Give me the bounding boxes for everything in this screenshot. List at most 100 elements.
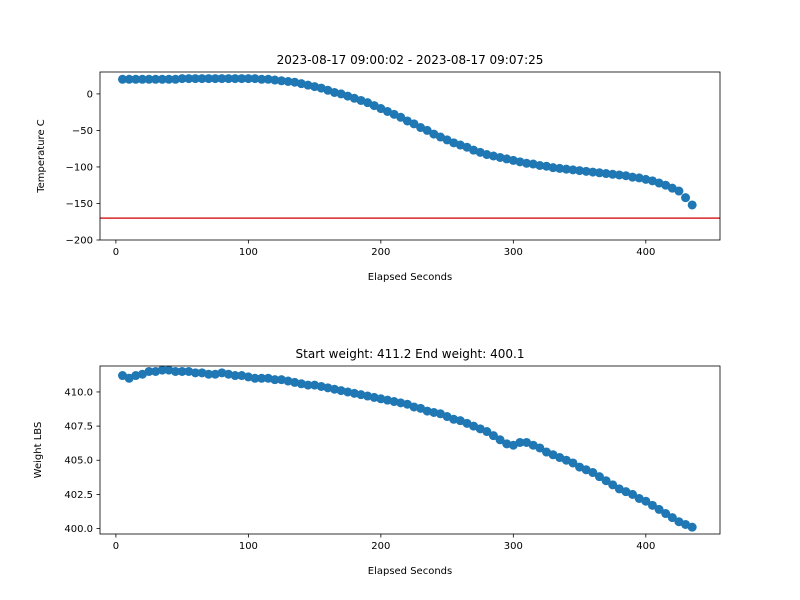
weight-data-point bbox=[641, 496, 651, 506]
temperature-y-tick-label: −100 bbox=[66, 162, 93, 173]
temperature-data-point bbox=[118, 74, 128, 84]
temperature-data-point bbox=[522, 158, 532, 168]
temperature-data-point bbox=[177, 74, 187, 84]
temperature-data-point bbox=[628, 172, 638, 182]
weight-x-axis-label: Elapsed Seconds bbox=[368, 566, 452, 577]
temperature-data-point bbox=[197, 74, 207, 84]
weight-plot-area: 0 100 200 300 400 400.0 402.5 405.0 407.5 410.0 bbox=[64, 365, 721, 552]
temperature-data-point bbox=[601, 169, 611, 179]
weight-data-point bbox=[647, 500, 657, 510]
temperature-data-point bbox=[257, 74, 267, 84]
temperature-y-tick-label: −50 bbox=[72, 126, 93, 137]
temperature-data-point bbox=[535, 160, 545, 170]
temperature-data-point bbox=[575, 166, 585, 176]
temperature-data-point bbox=[210, 74, 220, 84]
weight-data-point bbox=[608, 480, 618, 490]
weight-data-point bbox=[594, 472, 604, 482]
temperature-data-point bbox=[263, 74, 273, 84]
temperature-x-tick-label: 300 bbox=[504, 247, 523, 258]
weight-data-point bbox=[303, 380, 313, 390]
weight-data-point bbox=[495, 435, 505, 445]
weight-chart-title: Start weight: 411.2 End weight: 400.1 bbox=[296, 347, 525, 361]
temperature-chart: 2023-08-17 09:00:02 - 2023-08-17 09:07:2… bbox=[36, 53, 721, 283]
weight-data-point bbox=[515, 437, 525, 447]
temperature-data-point bbox=[594, 168, 604, 178]
temperature-data-point bbox=[224, 74, 234, 84]
temperature-data-point bbox=[144, 74, 154, 84]
weight-data-point bbox=[601, 476, 611, 486]
weight-x-tick-label: 400 bbox=[636, 541, 655, 552]
weight-data-point bbox=[204, 369, 214, 379]
temperature-x-tick-label: 200 bbox=[371, 247, 390, 258]
weight-data-point bbox=[488, 431, 498, 441]
weight-data-point bbox=[687, 522, 697, 532]
temperature-x-tick-label: 400 bbox=[636, 247, 655, 258]
temperature-data-point bbox=[687, 200, 697, 210]
temperature-data-point bbox=[555, 163, 565, 173]
weight-data-point bbox=[588, 468, 598, 478]
temperature-data-point bbox=[681, 193, 691, 203]
weight-data-point bbox=[257, 373, 267, 383]
weight-y-axis-label: Weight LBS bbox=[33, 422, 44, 479]
temperature-data-point bbox=[548, 163, 558, 173]
temperature-data-point bbox=[614, 170, 624, 180]
temperature-data-point bbox=[184, 74, 194, 84]
weight-x-tick-label: 300 bbox=[504, 541, 523, 552]
temperature-x-tick-label: 0 bbox=[113, 247, 119, 258]
weight-data-point bbox=[144, 366, 154, 376]
weight-data-point bbox=[482, 427, 492, 437]
temperature-data-point bbox=[588, 167, 598, 177]
weight-plot-frame bbox=[99, 365, 721, 535]
weight-y-tick-label: 400.0 bbox=[64, 524, 93, 535]
temperature-data-point bbox=[131, 74, 141, 84]
temperature-y-tick-label: 0 bbox=[87, 89, 93, 100]
weight-chart: Start weight: 411.2 End weight: 400.1 El… bbox=[33, 347, 721, 577]
weight-data-point bbox=[628, 489, 638, 499]
temperature-data-point bbox=[243, 74, 253, 84]
weight-data-point bbox=[667, 513, 677, 523]
temperature-data-point bbox=[674, 186, 684, 196]
weight-data-point bbox=[171, 366, 181, 376]
weight-data-point bbox=[270, 375, 280, 385]
weight-data-point bbox=[250, 373, 260, 383]
temperature-data-point bbox=[137, 74, 147, 84]
temperature-data-point bbox=[204, 74, 214, 84]
temperature-data-point bbox=[270, 75, 280, 85]
temperature-data-point bbox=[561, 164, 571, 174]
temperature-y-axis-label: Temperature C bbox=[36, 119, 47, 194]
temperature-data-point bbox=[422, 125, 432, 135]
temperature-data-point bbox=[230, 74, 240, 84]
weight-data-point bbox=[177, 366, 187, 376]
temperature-data-point bbox=[581, 166, 591, 176]
temperature-x-tick-label: 100 bbox=[239, 247, 258, 258]
temperature-y-tick-label: −200 bbox=[66, 236, 93, 247]
temperature-chart-title: 2023-08-17 09:00:02 - 2023-08-17 09:07:2… bbox=[277, 53, 544, 67]
temperature-plot-frame bbox=[99, 71, 721, 241]
temperature-data-point bbox=[568, 165, 578, 175]
temperature-data-point bbox=[276, 76, 286, 86]
weight-x-tick-label: 0 bbox=[113, 541, 119, 552]
weight-x-tick-label: 100 bbox=[239, 541, 258, 552]
temperature-data-point bbox=[396, 112, 406, 122]
temperature-data-point bbox=[190, 74, 200, 84]
weight-y-tick-label: 405.0 bbox=[64, 456, 93, 467]
temperature-data-point bbox=[171, 74, 181, 84]
temperature-data-point bbox=[237, 74, 247, 84]
temperature-data-point bbox=[151, 74, 161, 84]
temperature-data-point bbox=[250, 74, 260, 84]
temperature-data-point bbox=[608, 169, 618, 179]
temperature-data-point bbox=[283, 76, 293, 86]
weight-data-point bbox=[654, 504, 664, 514]
weight-y-tick-label: 407.5 bbox=[64, 422, 93, 433]
weight-data-point bbox=[230, 371, 240, 381]
temperature-plot-area: 0 100 200 300 400 0 −50 −100 −150 −200 bbox=[66, 71, 721, 258]
weight-data-point bbox=[568, 458, 578, 468]
weight-y-tick-label: 410.0 bbox=[64, 387, 93, 398]
weight-data-point bbox=[190, 368, 200, 378]
weight-data-point bbox=[535, 443, 545, 453]
temperature-data-point bbox=[157, 74, 167, 84]
weight-data-point bbox=[661, 509, 671, 519]
temperature-data-point bbox=[164, 74, 174, 84]
temperature-x-axis-label: Elapsed Seconds bbox=[368, 272, 452, 283]
temperature-data-point bbox=[124, 74, 134, 84]
